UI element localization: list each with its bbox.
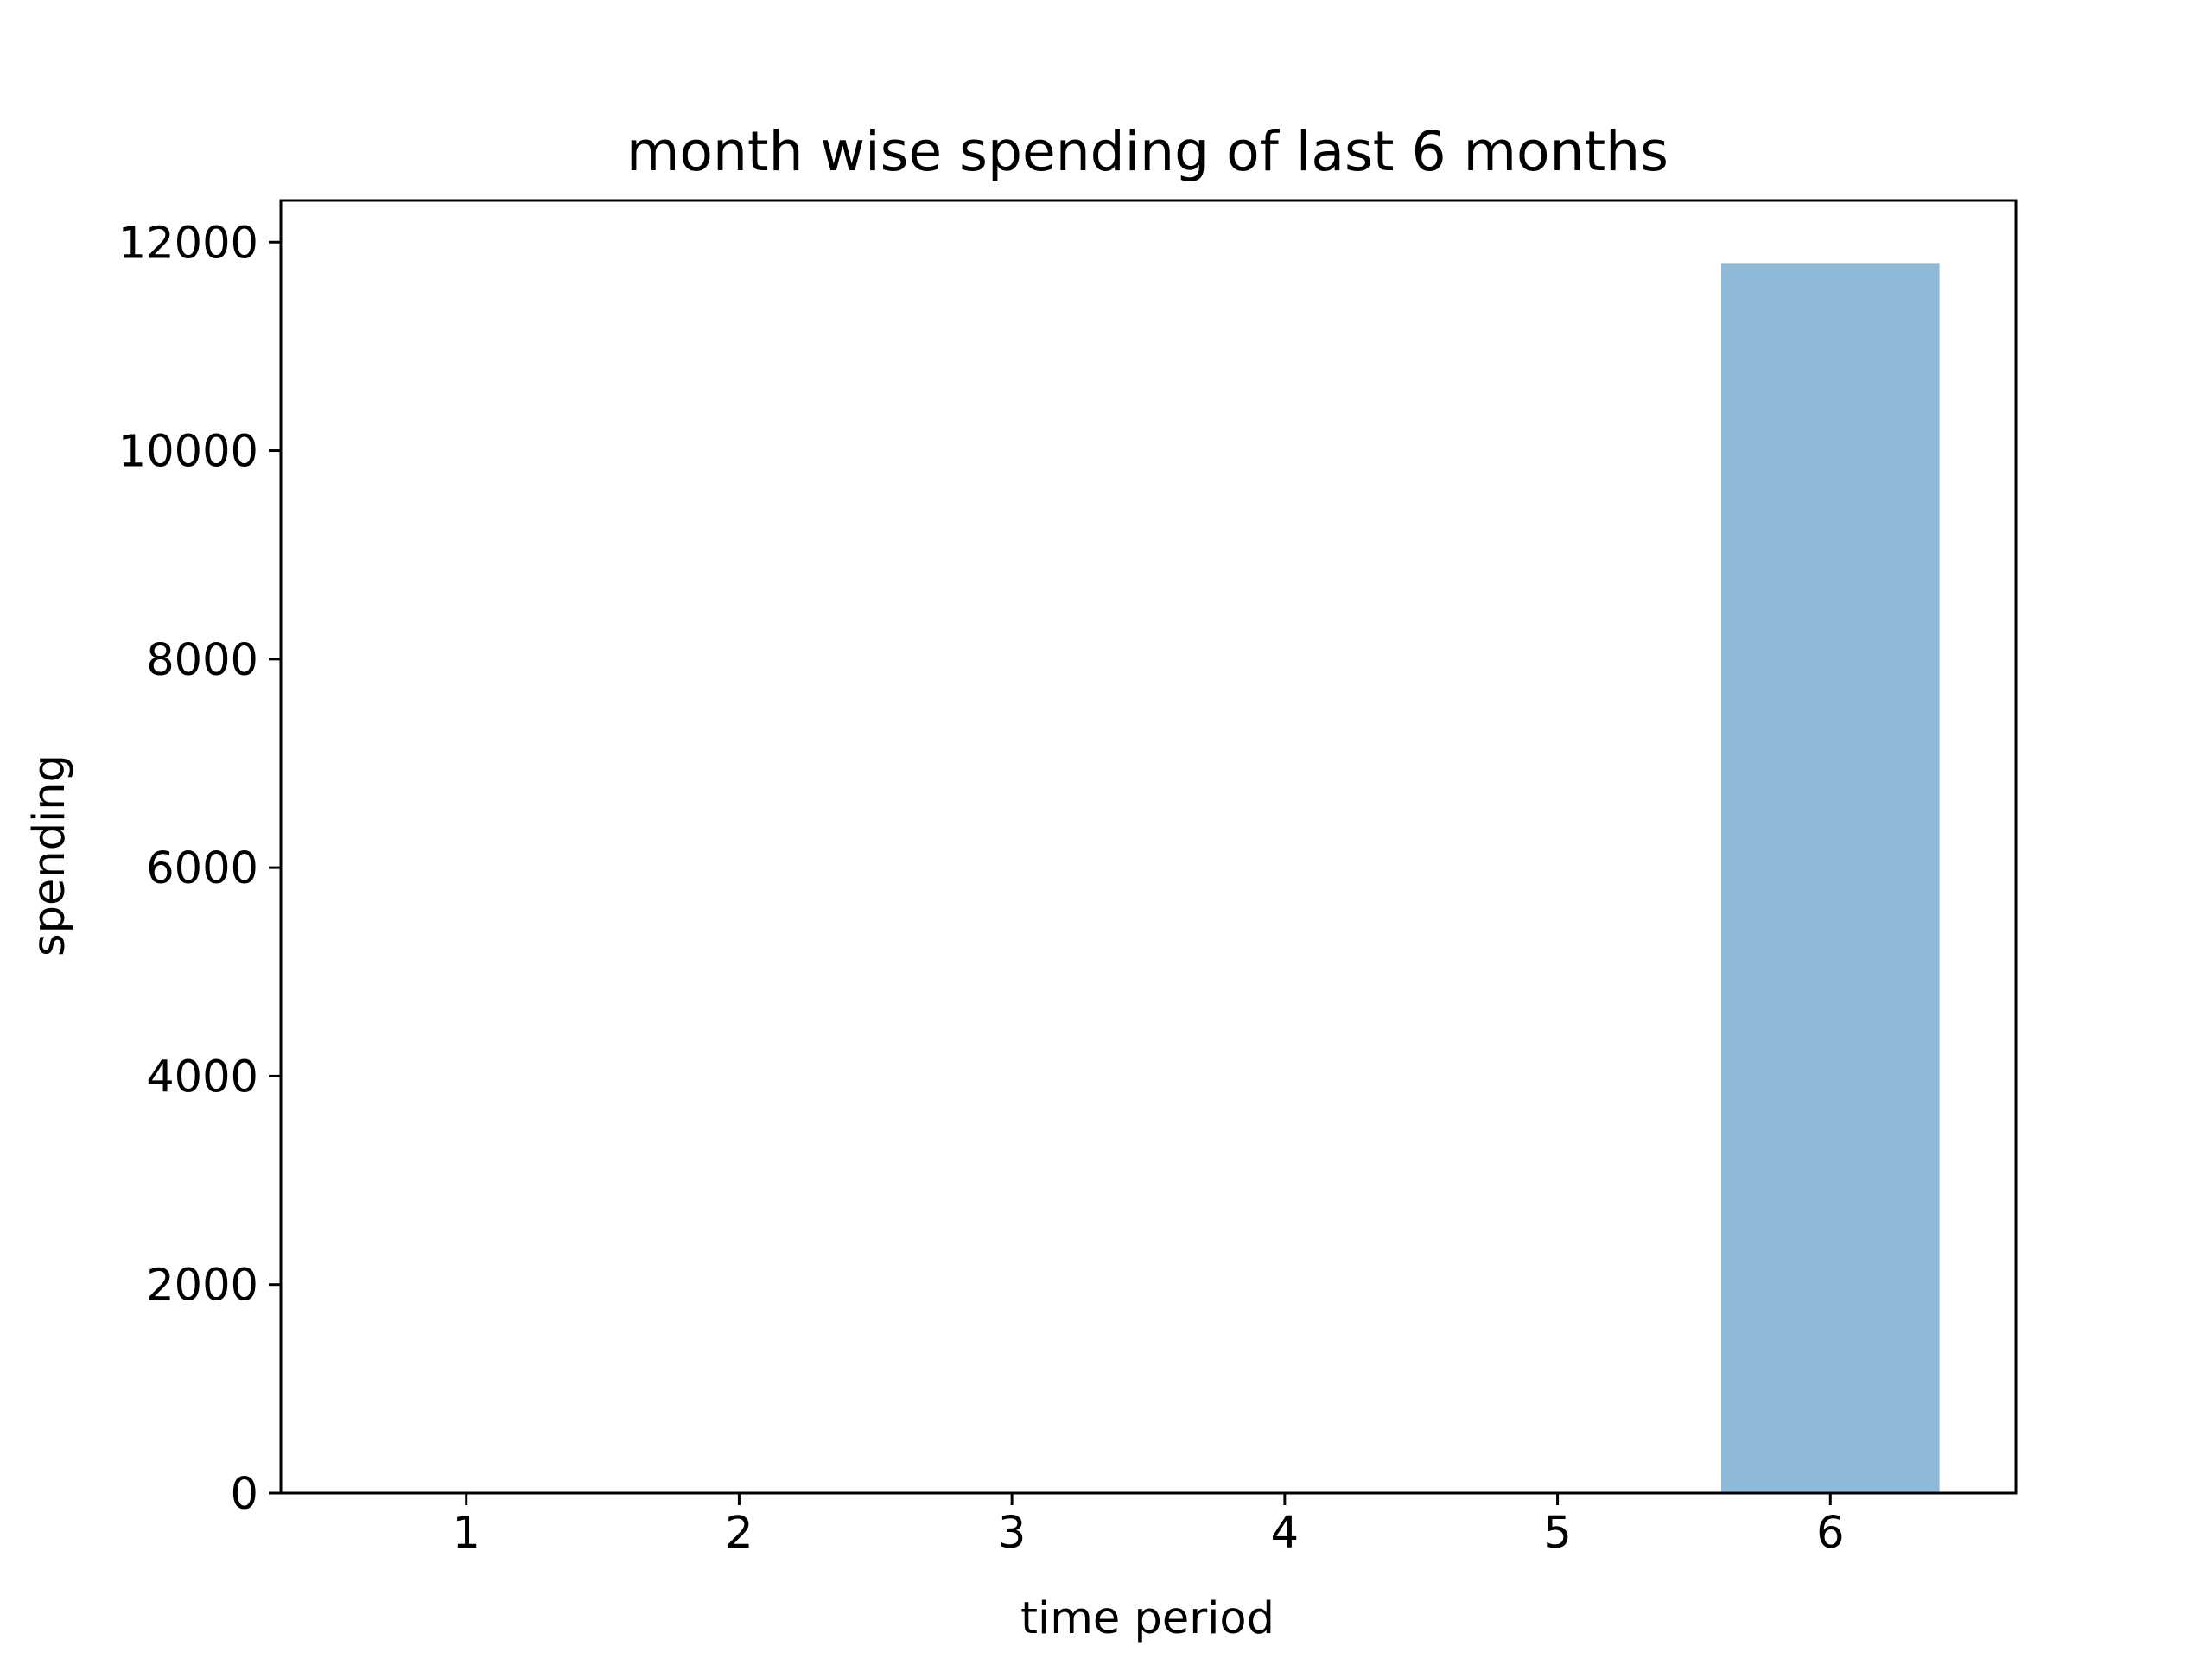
chart-title: month wise spending of last 6 months	[626, 120, 1669, 183]
x-tick-label-2: 2	[725, 1508, 753, 1559]
y-tick-label-2000: 2000	[146, 1261, 258, 1312]
y-tick-label-8000: 8000	[146, 635, 258, 686]
x-tick-label-1: 1	[452, 1508, 480, 1559]
x-tick-label-6: 6	[1816, 1508, 1844, 1559]
y-tick-label-4000: 4000	[146, 1052, 258, 1103]
x-tick-label-4: 4	[1271, 1508, 1299, 1559]
y-axis-label: spending	[24, 754, 75, 957]
y-tick-label-10000: 10000	[118, 427, 258, 478]
x-tick-label-5: 5	[1543, 1508, 1571, 1559]
y-tick-label-0: 0	[231, 1469, 258, 1520]
axes-frame	[279, 199, 2018, 1495]
plot-area: 1 2 3 4 5 6 0 2000 4000 6000 8000 10000 12000	[118, 199, 2018, 1559]
y-tick-label-6000: 6000	[146, 843, 258, 894]
y-tick-label-12000: 12000	[118, 218, 258, 269]
x-tick-label-3: 3	[998, 1508, 1026, 1559]
bar-6	[1721, 263, 1940, 1493]
x-axis-label: time period	[1020, 1593, 1274, 1644]
